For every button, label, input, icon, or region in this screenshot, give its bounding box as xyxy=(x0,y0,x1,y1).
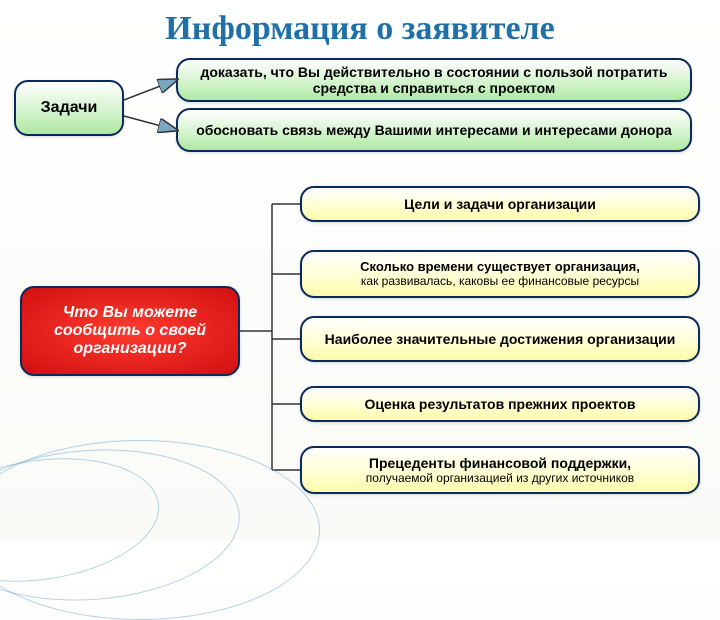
info-item-sub: получаемой организацией из других источн… xyxy=(366,471,634,485)
info-item-main: Наиболее значительные достижения организ… xyxy=(325,331,676,347)
info-item: Оценка результатов прежних проектов xyxy=(300,386,700,422)
deco-swirl xyxy=(0,440,320,620)
deco-swirl xyxy=(0,440,245,611)
deco-swirl xyxy=(0,444,167,596)
info-item: Цели и задачи организации xyxy=(300,186,700,222)
info-item-sub: как развивалась, каковы ее финансовые ре… xyxy=(361,274,639,288)
info-item-main: Сколько времени существует организация, xyxy=(360,259,640,274)
info-item-main: Оценка результатов прежних проектов xyxy=(364,396,635,412)
tasks-label: Задачи xyxy=(41,99,98,117)
info-item-main: Прецеденты финансовой поддержки, xyxy=(369,455,631,471)
question-node: Что Вы можете сообщить о своей организац… xyxy=(20,286,240,376)
info-item: Наиболее значительные достижения организ… xyxy=(300,316,700,362)
task-item-text: обосновать связь между Вашими интересами… xyxy=(196,122,672,138)
info-item: Прецеденты финансовой поддержки,получаем… xyxy=(300,446,700,494)
tasks-node: Задачи xyxy=(14,80,124,136)
info-item-main: Цели и задачи организации xyxy=(404,196,596,212)
question-line2: сообщить о своей xyxy=(54,322,206,340)
page-title: Информация о заявителе xyxy=(0,10,720,48)
question-line1: Что Вы можете xyxy=(63,304,197,322)
title-text: Информация о заявителе xyxy=(165,10,554,47)
task-item-text: доказать, что Вы действительно в состоян… xyxy=(188,64,680,96)
task-item: доказать, что Вы действительно в состоян… xyxy=(176,58,692,102)
info-item: Сколько времени существует организация,к… xyxy=(300,250,700,298)
task-item: обосновать связь между Вашими интересами… xyxy=(176,108,692,152)
question-line3: организации? xyxy=(74,340,187,358)
